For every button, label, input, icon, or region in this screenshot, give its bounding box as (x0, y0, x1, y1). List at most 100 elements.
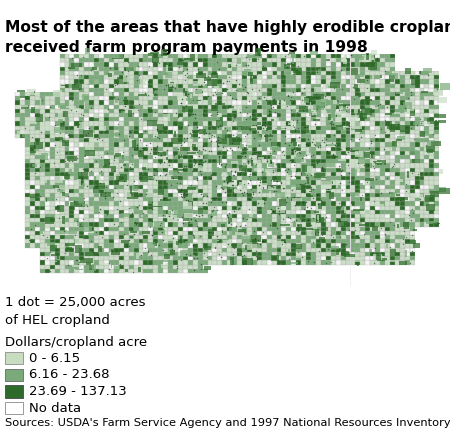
Bar (20, 95, 29, 98)
Bar (207, 281, 212, 286)
Bar (346, 146, 351, 151)
Bar (419, 210, 424, 214)
Bar (321, 134, 326, 138)
Bar (163, 172, 168, 176)
Bar (410, 79, 414, 84)
Text: of HEL cropland: of HEL cropland (5, 314, 110, 327)
Bar (222, 214, 227, 218)
Bar (153, 151, 158, 155)
Point (237, 248, 244, 255)
Bar (331, 252, 336, 256)
Bar (207, 67, 212, 71)
Bar (104, 113, 109, 117)
Point (180, 193, 188, 200)
Bar (330, 118, 333, 121)
Bar (316, 79, 321, 84)
Point (304, 258, 311, 265)
Bar (439, 121, 444, 126)
Bar (439, 176, 444, 181)
Bar (104, 273, 109, 277)
Point (371, 198, 378, 205)
Bar (272, 269, 277, 273)
Bar (410, 121, 414, 126)
Bar (291, 281, 296, 286)
Point (304, 136, 311, 143)
Bar (114, 269, 119, 273)
Point (337, 234, 344, 241)
Point (270, 147, 277, 154)
Bar (158, 121, 163, 126)
Bar (168, 62, 173, 67)
Bar (380, 176, 385, 181)
Bar (119, 143, 124, 146)
Bar (227, 113, 232, 117)
Bar (40, 265, 45, 269)
Bar (153, 54, 158, 58)
Bar (74, 54, 79, 58)
Point (414, 72, 422, 79)
Bar (183, 46, 188, 50)
Bar (222, 269, 227, 273)
Bar (94, 265, 99, 269)
Bar (109, 172, 114, 176)
Bar (173, 109, 178, 113)
Bar (306, 218, 311, 222)
Bar (262, 88, 267, 92)
Point (142, 153, 149, 160)
Bar (306, 248, 311, 252)
Bar (134, 88, 139, 92)
Bar (84, 146, 89, 151)
Bar (267, 151, 272, 155)
Bar (40, 168, 45, 172)
Bar (119, 88, 124, 92)
Point (207, 175, 214, 182)
Bar (79, 252, 84, 256)
Point (149, 239, 156, 246)
Bar (158, 41, 163, 46)
Bar (84, 159, 89, 164)
Point (200, 200, 207, 207)
Bar (74, 138, 79, 143)
Bar (252, 75, 257, 79)
Bar (188, 164, 193, 168)
Bar (207, 117, 212, 121)
Bar (286, 75, 291, 79)
Bar (252, 58, 257, 62)
Bar (217, 260, 222, 265)
Bar (252, 159, 257, 164)
Bar (89, 265, 94, 270)
Bar (395, 138, 400, 143)
Bar (55, 54, 60, 58)
Point (310, 259, 317, 266)
Bar (247, 193, 252, 197)
Bar (227, 159, 232, 164)
Bar (45, 105, 50, 109)
Point (102, 193, 109, 200)
Bar (144, 126, 149, 130)
Bar (301, 105, 306, 109)
Bar (410, 100, 414, 105)
Bar (227, 88, 232, 92)
Bar (296, 252, 301, 256)
Bar (346, 130, 351, 134)
Bar (148, 121, 153, 126)
Bar (291, 54, 296, 58)
Bar (104, 105, 109, 109)
Bar (222, 100, 227, 105)
Bar (40, 75, 45, 79)
Bar (142, 160, 148, 165)
Bar (193, 121, 198, 126)
Bar (35, 149, 39, 150)
Point (396, 196, 403, 203)
Bar (434, 105, 439, 109)
Bar (129, 186, 138, 191)
Point (351, 227, 359, 234)
Bar (114, 105, 119, 109)
Bar (148, 277, 153, 281)
Bar (88, 233, 99, 235)
Bar (272, 58, 277, 62)
Bar (69, 181, 74, 184)
Bar (183, 277, 188, 281)
Bar (237, 265, 242, 269)
Bar (212, 231, 217, 235)
